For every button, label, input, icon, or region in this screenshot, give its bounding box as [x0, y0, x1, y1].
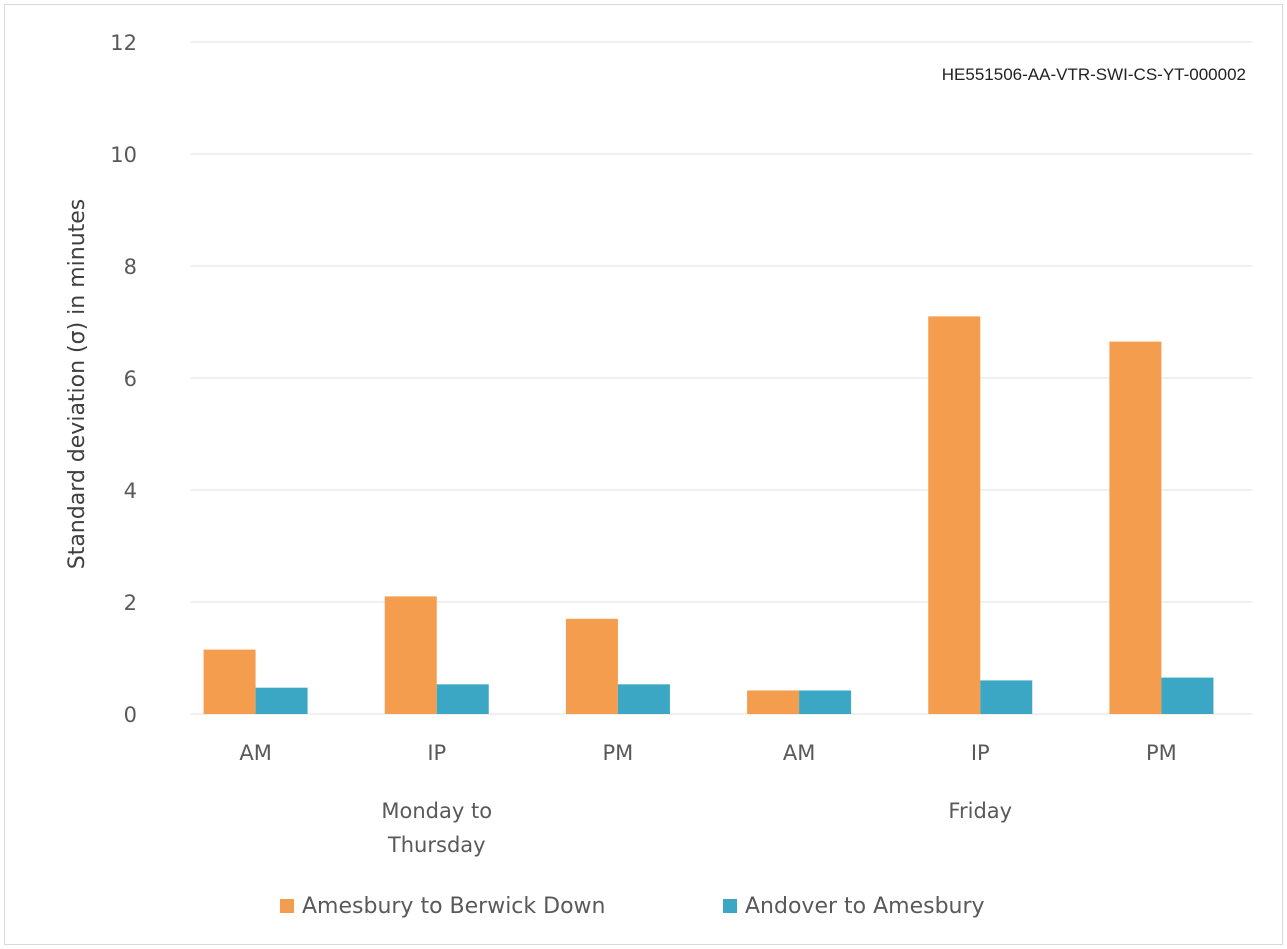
- legend: Amesbury to Berwick Down Andover to Amesb…: [280, 894, 985, 919]
- group-label-line: Thursday: [387, 833, 486, 857]
- document-reference: HE551506-AA-VTR-SWI-CS-YT-000002: [942, 65, 1246, 84]
- legend-swatch: [280, 899, 294, 913]
- bar-andover-amesbury: [1161, 677, 1214, 714]
- y-axis-label: Standard deviation (σ) in minutes: [65, 199, 90, 570]
- bar-andover-amesbury: [980, 680, 1033, 714]
- x-tick-label: IP: [971, 741, 990, 765]
- x-axis-groups: Monday to Thursday Friday: [381, 799, 1012, 857]
- y-tick-label: 0: [124, 703, 137, 727]
- y-tick-label: 10: [110, 143, 137, 167]
- x-axis-ticks: AM IP PM AM IP PM: [239, 741, 1176, 765]
- y-tick-label: 2: [124, 591, 137, 615]
- bar-amesbury-berwick: [565, 618, 618, 714]
- legend-label: Andover to Amesbury: [745, 894, 985, 919]
- bar-andover-amesbury: [617, 684, 670, 714]
- x-tick-label: IP: [427, 741, 446, 765]
- chart-frame: [4, 4, 1283, 945]
- y-tick-label: 6: [124, 367, 137, 391]
- bars: [203, 316, 1214, 714]
- x-tick-label: AM: [783, 741, 815, 765]
- x-tick-label: AM: [239, 741, 271, 765]
- x-tick-label: PM: [1146, 741, 1177, 765]
- x-tick-label: PM: [603, 741, 634, 765]
- bar-amesbury-berwick: [928, 316, 981, 714]
- y-tick-label: 4: [124, 479, 137, 503]
- legend-swatch: [723, 899, 737, 913]
- legend-label: Amesbury to Berwick Down: [302, 894, 605, 919]
- bar-andover-amesbury: [799, 690, 852, 714]
- y-tick-label: 12: [110, 31, 137, 55]
- group-label: Monday to Thursday: [381, 799, 492, 857]
- bar-amesbury-berwick: [203, 649, 256, 714]
- gridlines: [190, 41, 1252, 715]
- bar-andover-amesbury: [436, 684, 489, 714]
- y-axis-ticks: 0 2 4 6 8 10 12: [110, 31, 137, 727]
- bar-amesbury-berwick: [747, 690, 800, 714]
- y-tick-label: 8: [124, 255, 137, 279]
- group-label-line: Friday: [948, 799, 1012, 823]
- bar-amesbury-berwick: [384, 596, 437, 714]
- bar-andover-amesbury: [255, 687, 308, 714]
- bar-amesbury-berwick: [1109, 341, 1162, 714]
- group-label: Friday: [948, 799, 1012, 823]
- group-label-line: Monday to: [381, 799, 492, 823]
